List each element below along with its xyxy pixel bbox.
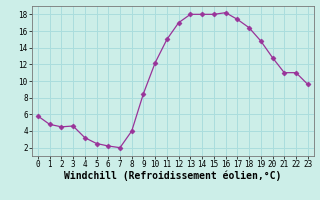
X-axis label: Windchill (Refroidissement éolien,°C): Windchill (Refroidissement éolien,°C) — [64, 171, 282, 181]
